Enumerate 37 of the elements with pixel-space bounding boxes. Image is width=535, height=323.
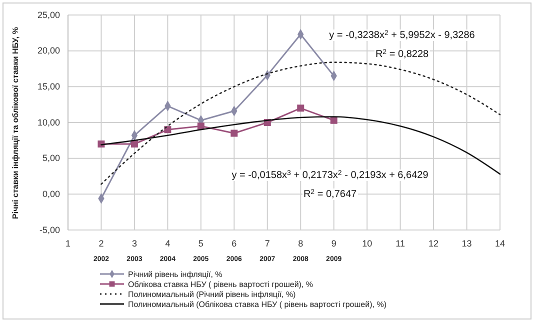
x-tick-label: 2 (98, 238, 104, 248)
x-tick-label: 9 (331, 238, 336, 248)
annotation: y = -0,0158x$^{3}$ + 0,2173x$^{2}$ - 0,2193x + 6,6429 (232, 170, 429, 181)
point (130, 140, 138, 148)
x-tick-label: 5 (198, 238, 204, 248)
point (197, 122, 204, 130)
legend-label: Річний рівень інфляції, % (128, 270, 222, 279)
point (164, 126, 172, 134)
legend-label: Облікова ставка НБУ ( рівень вартості грошей), % (128, 280, 314, 289)
legend-label: Полиномиальный (Облікова ставка НБУ ( рівень вартості грошей), %) (128, 300, 387, 309)
y-tick-label: 0,00 (42, 189, 60, 200)
x-tick-label: 8 (298, 238, 304, 248)
point (230, 130, 238, 137)
y-tick-label: 5,00 (42, 153, 60, 164)
point (330, 116, 338, 124)
x-tick-label: 13 (462, 238, 472, 248)
legend-label: Полиномиальный (Річний рівень інфляції, %) (128, 290, 296, 299)
y-tick-label: 25,00 (37, 10, 60, 20)
y-tick-label: 20,00 (37, 46, 60, 56)
x-tick-label: 1 (65, 238, 71, 248)
line-series (100, 62, 501, 185)
y-tick-label: 10,00 (37, 117, 60, 128)
y-axis-title: Річні ставки інфляції та облікової ставки НБУ, % (11, 27, 20, 219)
x-tick-label: 10 (362, 238, 372, 248)
annotation: y = -0,3238x$^{2}$ + 5,9952x - 9,3286 (329, 30, 476, 41)
x-tick-label: 12 (428, 238, 439, 248)
y-tick-label: 15,00 (37, 82, 60, 92)
x-tick-label: 6 (232, 238, 237, 248)
x-tick-label: 3 (132, 238, 137, 248)
x-tick-label: 4 (165, 238, 170, 248)
annotation: R$^{2}$ = 0,8228 (375, 48, 429, 60)
x-tick-label: 14 (494, 238, 506, 248)
y-tick-label: -5,00 (39, 224, 60, 235)
point (297, 104, 304, 112)
annotation: R$^{2}$ = 0,7647 (303, 188, 357, 200)
x-tick-label: 11 (396, 238, 405, 248)
x-tick-label: 7 (264, 238, 270, 248)
